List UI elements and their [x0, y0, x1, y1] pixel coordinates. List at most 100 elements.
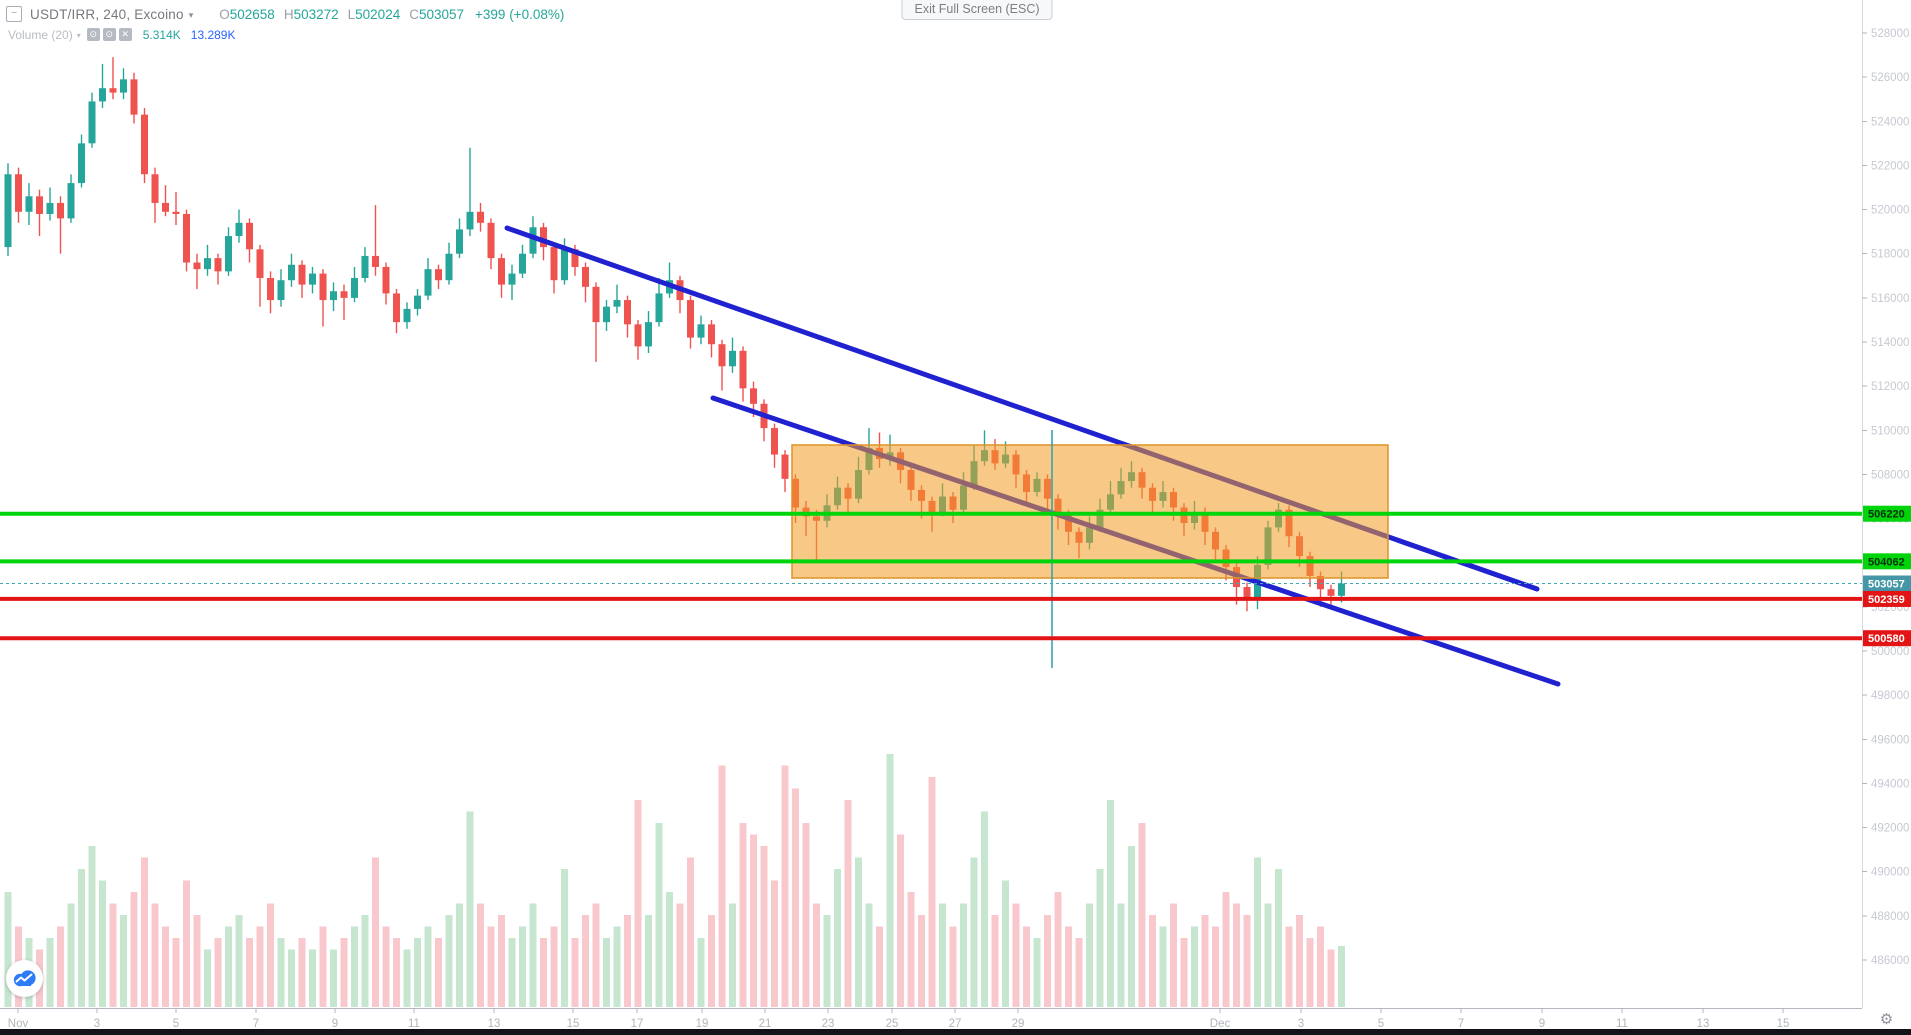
candle-body: [130, 79, 138, 115]
volume-bar: [1128, 846, 1135, 1007]
collapse-icon[interactable]: −: [6, 6, 22, 22]
volume-bar: [1327, 949, 1335, 1007]
candle-body: [340, 291, 348, 298]
volume-bar: [46, 938, 54, 1007]
volume-bar: [298, 938, 306, 1007]
candle-body: [634, 324, 642, 347]
time-tick-label: 13: [488, 1018, 501, 1030]
volume-bar: [1264, 903, 1272, 1007]
volume-bar: [235, 915, 243, 1007]
volume-bar: [172, 938, 180, 1007]
candle-body: [36, 196, 43, 214]
volume-bar: [1296, 915, 1303, 1007]
volume-bar: [498, 915, 505, 1007]
candle-body: [120, 79, 127, 93]
candle-body: [529, 227, 537, 254]
volume-bar: [739, 823, 747, 1007]
candle-body: [519, 253, 526, 274]
candle-body: [183, 213, 190, 263]
volume-indicator-label[interactable]: Volume (20): [8, 27, 73, 42]
time-tick-label: 17: [631, 1018, 644, 1030]
indicator-remove-icon[interactable]: ✕: [118, 28, 132, 41]
volume-bar: [256, 926, 264, 1007]
volume-bar: [1117, 903, 1125, 1007]
volume-bar: [897, 834, 904, 1007]
time-tick-label: Dec: [1210, 1018, 1231, 1030]
resistance-price-chip-label: 506220: [1868, 509, 1905, 521]
candle-body: [487, 222, 495, 259]
time-tick-label: 7: [253, 1018, 259, 1030]
candle-body: [424, 269, 432, 296]
consolidation-zone-rectangle[interactable]: [791, 444, 1389, 579]
volume-bar: [183, 880, 190, 1007]
candle-body: [204, 258, 211, 270]
volume-bar: [1023, 926, 1030, 1007]
candle-body: [729, 350, 736, 367]
chevron-down-icon[interactable]: ▾: [188, 9, 194, 20]
volume-bar: [99, 880, 106, 1007]
volume-bar: [57, 926, 64, 1007]
indicator-visibility-icon[interactable]: ⊙: [86, 28, 100, 41]
chart-header: − USDT/IRR, 240, Excoino ▾ O502658 H5032…: [6, 5, 564, 23]
volume-bar: [687, 857, 694, 1007]
volume-current-value: 5.314K: [142, 27, 181, 42]
volume-bar: [435, 938, 442, 1007]
candle-body: [330, 291, 337, 301]
volume-bar: [1138, 823, 1146, 1007]
resistance-price-chip[interactable]: [1863, 553, 1911, 570]
volume-bar: [792, 788, 799, 1007]
volume-bar: [361, 915, 369, 1007]
candle-body: [246, 222, 253, 250]
candle-body: [414, 295, 421, 309]
ohlc-open: O502658: [219, 6, 275, 22]
volume-bar: [1065, 926, 1072, 1007]
volume-bar: [1096, 869, 1104, 1007]
candle-body: [771, 428, 778, 455]
volume-bar: [456, 903, 463, 1007]
candle-body: [603, 306, 610, 323]
price-axis[interactable]: 528000 526000 524000 522000 520000 518000 5160…: [1862, 0, 1911, 1035]
candle-body: [67, 183, 75, 219]
volume-bar: [781, 765, 789, 1007]
support-price-chip[interactable]: [1863, 630, 1911, 647]
volume-bar: [939, 903, 946, 1007]
volume-bar: [519, 926, 526, 1007]
candle-body: [624, 300, 631, 325]
volume-bar: [708, 915, 715, 1007]
ohlc-values: O502658 H503272 L502024 C503057 +399 (+0…: [219, 7, 564, 22]
time-tick-label: 5: [173, 1018, 179, 1030]
candle-body: [645, 322, 652, 347]
volume-bar: [204, 949, 211, 1007]
candle-body: [351, 277, 358, 298]
volume-bar: [624, 915, 631, 1007]
volume-bar: [844, 800, 852, 1007]
volume-bar: [193, 915, 201, 1007]
exit-fullscreen-tooltip[interactable]: Exit Full Screen (ESC): [901, 0, 1053, 20]
volume-bar: [750, 834, 757, 1007]
symbol-title[interactable]: USDT/IRR, 240, Excoino: [30, 6, 184, 22]
volume-bar: [445, 915, 453, 1007]
volume-bar: [991, 915, 999, 1007]
candle-body: [267, 277, 274, 301]
volume-bar: [4, 892, 12, 1007]
price-tick-label: 488000: [1871, 911, 1909, 923]
price-tick-label: 492000: [1871, 823, 1909, 835]
volume-bar: [130, 892, 138, 1007]
candle-body: [225, 236, 232, 272]
volume-bar: [414, 938, 421, 1007]
candle-body: [613, 300, 621, 307]
volume-bar: [771, 880, 778, 1007]
candle-body: [393, 293, 400, 323]
chevron-down-icon[interactable]: ▾: [76, 31, 81, 40]
last-price-chip[interactable]: [1863, 575, 1911, 592]
volume-bar: [582, 915, 589, 1007]
axis-settings-gear-icon[interactable]: ⚙: [1862, 1008, 1911, 1029]
ohlc-high: H503272: [283, 6, 339, 22]
volume-bar: [67, 903, 75, 1007]
indicator-settings-icon[interactable]: ⊙: [102, 28, 116, 41]
volume-bar: [477, 903, 484, 1007]
resistance-price-chip[interactable]: [1863, 505, 1911, 522]
tradingview-logo-button[interactable]: [6, 960, 43, 997]
support-price-chip[interactable]: [1863, 590, 1911, 607]
